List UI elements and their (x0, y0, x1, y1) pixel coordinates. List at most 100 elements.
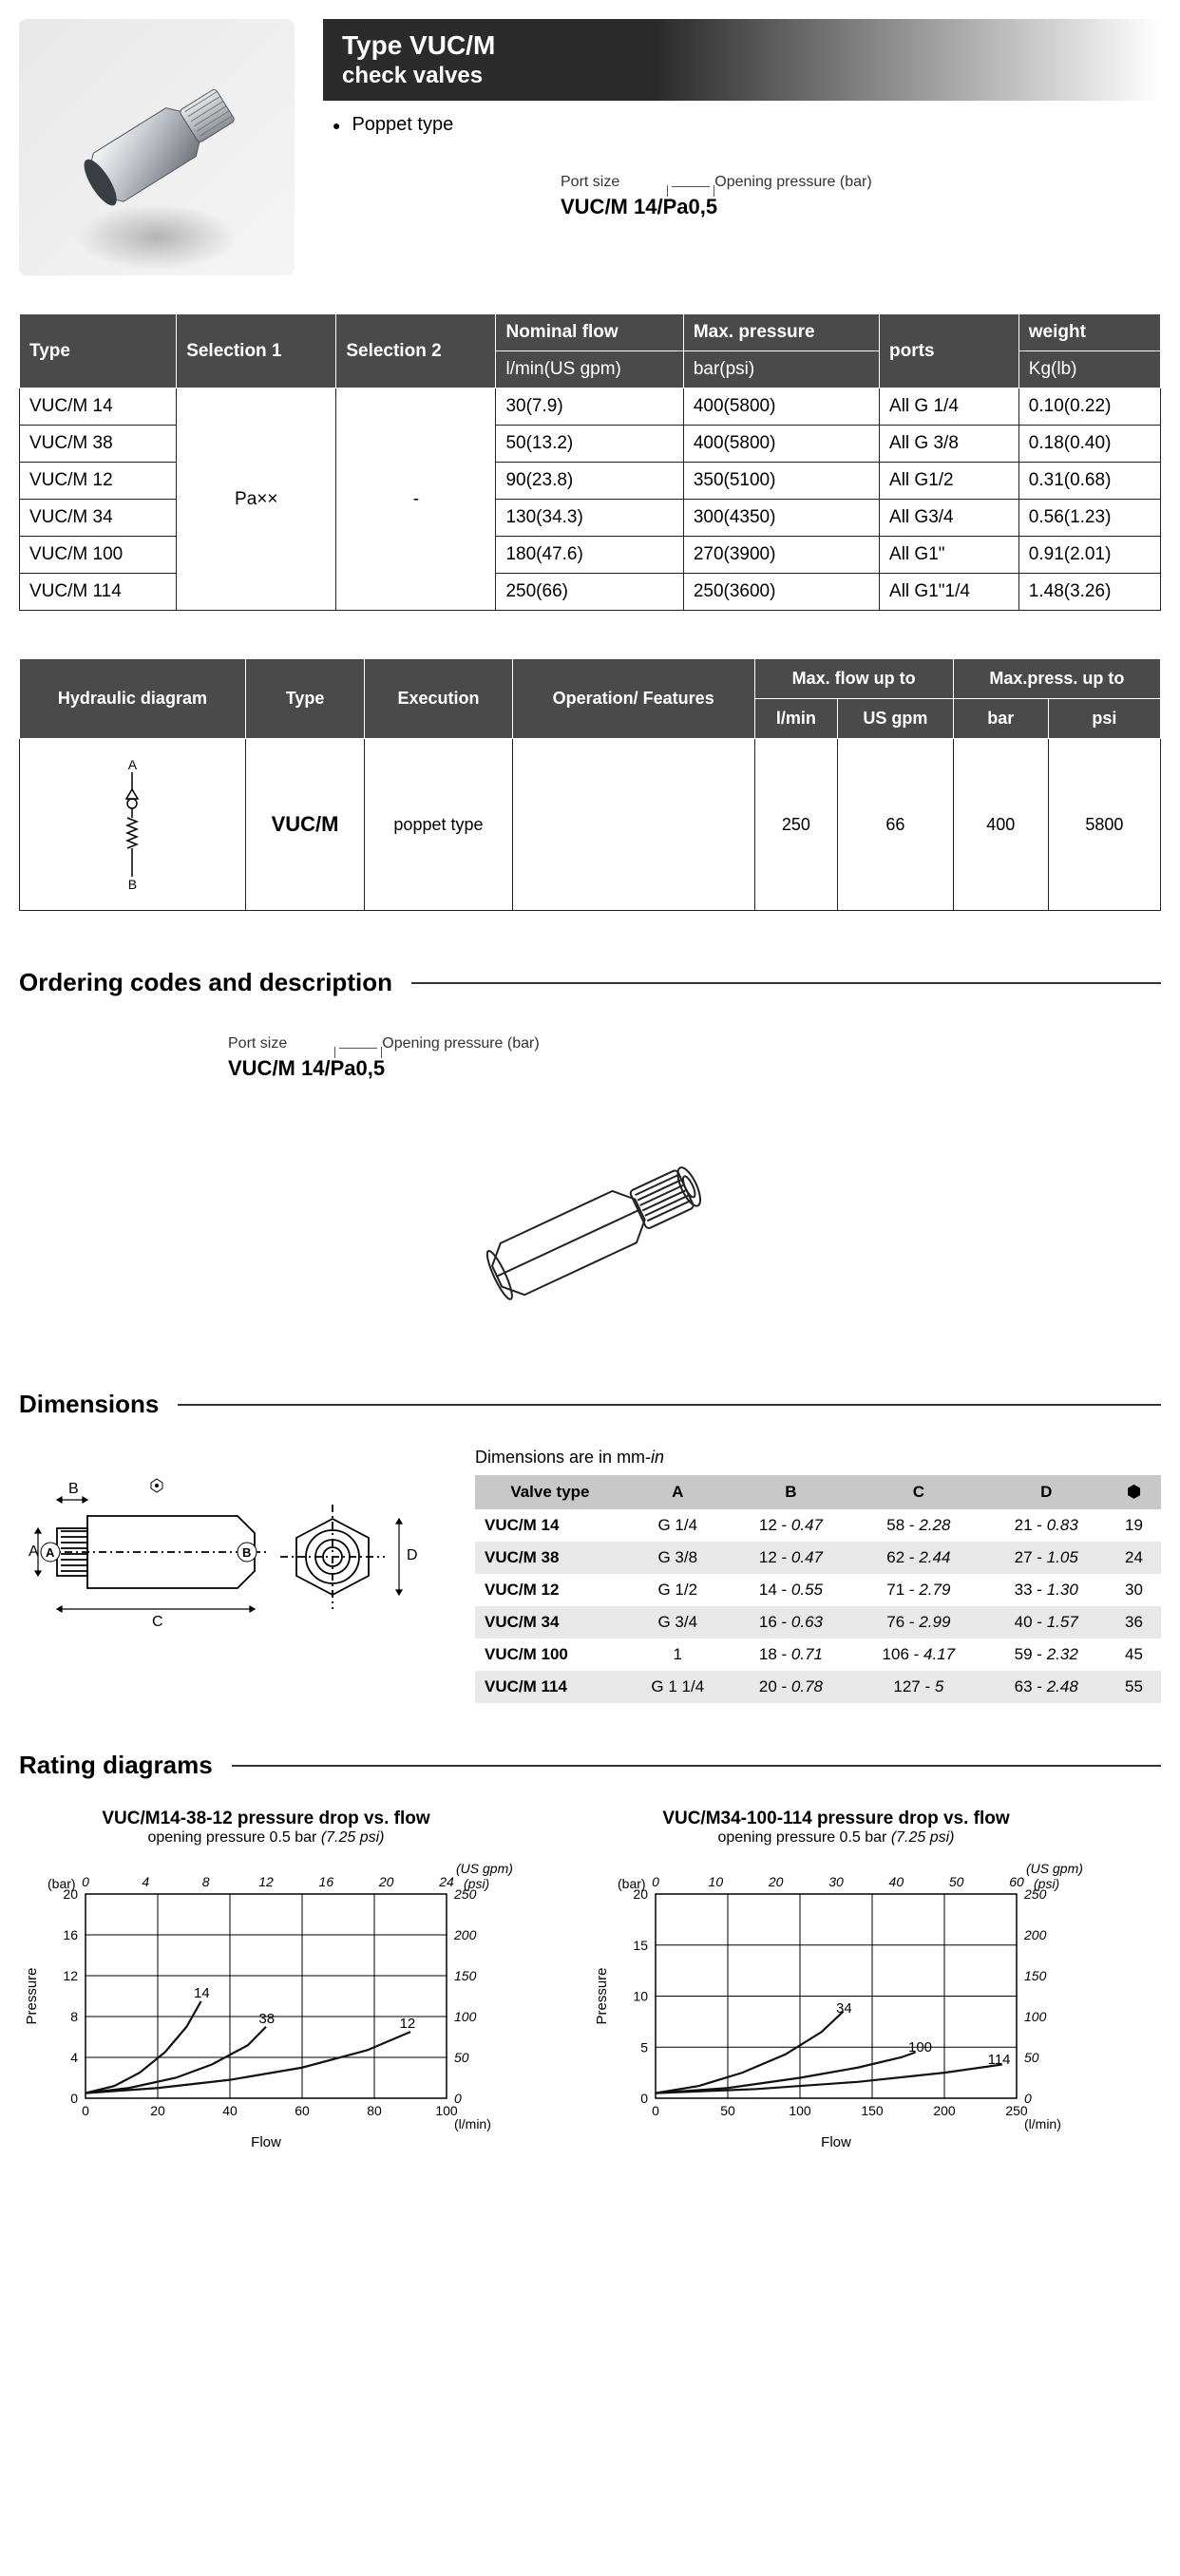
table-row: VUC/M 114G 1 1/420 - 0.78127 - 563 - 2.4… (475, 1671, 1161, 1703)
col-type2: Type (245, 659, 364, 739)
svg-text:38: 38 (258, 2011, 275, 2027)
svg-text:Flow: Flow (251, 2134, 281, 2150)
sum-psi: 5800 (1048, 739, 1160, 911)
svg-text:B: B (242, 1545, 251, 1560)
svg-text:200: 200 (933, 2103, 956, 2118)
col-ports: ports (880, 314, 1019, 388)
dim-caption: Dimensions are in mm-in (475, 1448, 1161, 1468)
sum-lmin: 250 (754, 739, 838, 911)
product-photo (19, 19, 295, 275)
svg-text:14: 14 (194, 1985, 210, 2001)
hydraulic-diagram-cell: A B (20, 739, 246, 911)
svg-text:Pressure: Pressure (24, 1967, 40, 2024)
svg-text:(psi): (psi) (1034, 1876, 1059, 1891)
col-exec: Execution (365, 659, 513, 739)
check-valve-symbol-icon (118, 772, 146, 877)
svg-text:12: 12 (258, 1874, 274, 1889)
sum-bar: 400 (953, 739, 1048, 911)
svg-text:0: 0 (82, 2103, 89, 2118)
valve-render-icon (43, 62, 271, 233)
svg-text:5: 5 (640, 2039, 648, 2055)
svg-text:0: 0 (652, 1874, 659, 1889)
svg-text:10: 10 (633, 1989, 648, 2004)
svg-text:(bar): (bar) (48, 1876, 76, 1891)
chart-left-svg: 1438120481216200501001502002500204060801… (19, 1856, 513, 2150)
svg-text:(bar): (bar) (618, 1876, 646, 1891)
col-weight-unit: Kg(lb) (1018, 351, 1160, 388)
svg-text:34: 34 (836, 2000, 852, 2017)
svg-text:24: 24 (438, 1874, 454, 1889)
svg-text:50: 50 (454, 2050, 469, 2065)
svg-text:16: 16 (319, 1874, 334, 1889)
svg-text:50: 50 (949, 1874, 964, 1889)
svg-text:0: 0 (640, 2091, 648, 2106)
table-row: VUC/M 100118 - 0.71106 - 4.1759 - 2.3245 (475, 1638, 1161, 1671)
svg-text:200: 200 (1023, 1927, 1047, 1942)
sum-exec: poppet type (365, 739, 513, 911)
col-hyd: Hydraulic diagram (20, 659, 246, 739)
section-ordering: Ordering codes and description (19, 968, 1161, 997)
svg-text:40: 40 (889, 1874, 904, 1889)
spec-table: Type Selection 1 Selection 2 Nominal flo… (19, 313, 1161, 611)
svg-text:100: 100 (908, 2039, 932, 2055)
svg-text:A: A (29, 1544, 39, 1560)
svg-text:150: 150 (861, 2103, 884, 2118)
svg-text:200: 200 (453, 1927, 477, 1942)
chart-left: VUC/M14-38-12 pressure drop vs. flow ope… (19, 1809, 513, 2155)
svg-text:50: 50 (1024, 2050, 1039, 2065)
chart-right: VUC/M34-100-114 pressure drop vs. flow o… (589, 1809, 1083, 2155)
svg-text:(psi): (psi) (464, 1876, 489, 1891)
svg-text:Pressure: Pressure (594, 1967, 610, 2024)
svg-text:A: A (46, 1545, 55, 1560)
summary-table: Hydraulic diagram Type Execution Operati… (19, 658, 1161, 911)
sum-gpm: 66 (838, 739, 954, 911)
svg-text:4: 4 (70, 2050, 78, 2065)
svg-text:100: 100 (789, 2103, 811, 2118)
chart-right-svg: 3410011405101520050100150200250050100150… (589, 1856, 1083, 2150)
valve-line-drawing (19, 1138, 1161, 1333)
table-row: VUC/M 12G 1/214 - 0.5571 - 2.7933 - 1.30… (475, 1574, 1161, 1606)
svg-text:C: C (152, 1614, 163, 1630)
col-maxp: Max. pressure (683, 314, 879, 351)
dimension-diagram-icon: B A C D A B (19, 1448, 437, 1657)
svg-text:8: 8 (70, 2009, 78, 2024)
col-op: Operation/ Features (512, 659, 754, 739)
dimensions-drawing: B A C D A B (19, 1448, 437, 1661)
svg-text:80: 80 (367, 2103, 382, 2118)
table-row: VUC/M 38G 3/812 - 0.4762 - 2.4427 - 1.05… (475, 1542, 1161, 1574)
sum-op (512, 739, 754, 911)
col-maxp-unit: bar(psi) (683, 351, 879, 388)
svg-text:B: B (68, 1481, 79, 1497)
svg-text:60: 60 (295, 2103, 310, 2118)
svg-text:150: 150 (454, 1968, 477, 1983)
svg-text:D: D (407, 1547, 418, 1563)
col-maxpress: Max.press. up to (953, 659, 1160, 699)
svg-text:150: 150 (1024, 1968, 1047, 1983)
svg-text:100: 100 (1024, 2009, 1047, 2024)
svg-text:(US gpm): (US gpm) (1026, 1861, 1083, 1876)
svg-text:10: 10 (709, 1874, 724, 1889)
ordering-code-annotation: Port size Opening pressure (bar) VUC/M 1… (561, 174, 1161, 219)
svg-text:(l/min): (l/min) (1024, 2116, 1061, 2131)
table-row: VUC/M 34G 3/416 - 0.6376 - 2.9940 - 1.57… (475, 1606, 1161, 1638)
svg-text:20: 20 (378, 1874, 394, 1889)
svg-text:16: 16 (63, 1927, 78, 1942)
svg-text:12: 12 (63, 1968, 78, 1983)
svg-text:0: 0 (652, 2103, 659, 2118)
sum-type: VUC/M (245, 739, 364, 911)
col-sel1: Selection 1 (177, 314, 336, 388)
ordering-code-block: Port size Opening pressure (bar) VUC/M 1… (228, 1035, 1161, 1081)
svg-text:4: 4 (142, 1874, 149, 1889)
table-row: VUC/M 14G 1/412 - 0.4758 - 2.2821 - 0.83… (475, 1509, 1161, 1542)
title-line2: check valves (342, 63, 1142, 89)
ordering-code: VUC/M 14/Pa0,5 (561, 195, 1161, 219)
dimensions-table: Valve typeABCD⬢ VUC/M 14G 1/412 - 0.4758… (475, 1475, 1161, 1703)
col-maxflow: Max. flow up to (754, 659, 953, 699)
svg-text:114: 114 (988, 2052, 1011, 2068)
section-dimensions: Dimensions (19, 1390, 1161, 1419)
svg-text:20: 20 (768, 1874, 784, 1889)
svg-text:40: 40 (222, 2103, 238, 2118)
svg-text:20: 20 (150, 2103, 165, 2118)
svg-text:60: 60 (1009, 1874, 1024, 1889)
col-weight: weight (1018, 314, 1160, 351)
